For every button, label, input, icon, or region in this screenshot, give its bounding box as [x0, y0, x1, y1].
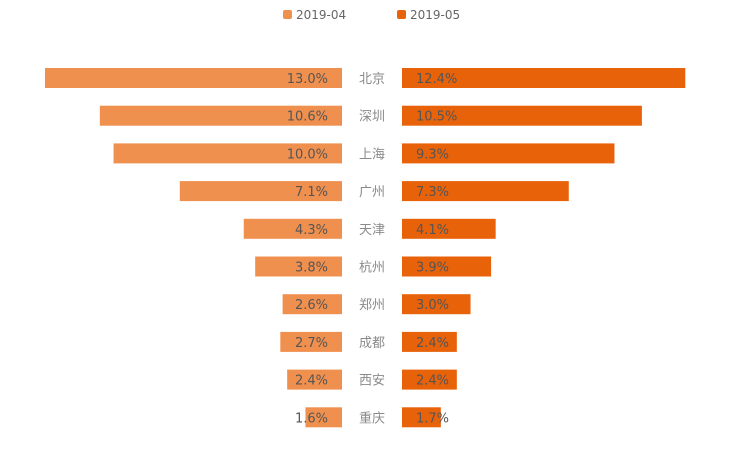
category-label-西安: 西安: [359, 374, 385, 389]
value-label-2019-04-成都: 2.7%: [295, 336, 328, 351]
category-label-上海: 上海: [359, 147, 385, 162]
bar-2019-04-西安: [287, 369, 342, 390]
value-label-2019-04-北京: 13.0%: [287, 72, 328, 87]
category-label-成都: 成都: [359, 336, 385, 351]
series-2019-05-bars: 12.4% 10.5% 9.3% 7.3% 4.1% 3.9% 3.0% 2.4% 2.4% 1.…: [402, 68, 686, 428]
value-label-2019-04-深圳: 10.6%: [287, 110, 328, 125]
value-label-2019-04-上海: 10.0%: [287, 147, 328, 162]
category-label-广州: 广州: [359, 185, 385, 200]
bar-2019-05-天津: [402, 218, 496, 239]
value-label-2019-05-北京: 12.4%: [416, 72, 457, 87]
category-label-郑州: 郑州: [359, 298, 385, 313]
value-label-2019-05-广州: 7.3%: [416, 185, 449, 200]
value-label-2019-05-郑州: 3.0%: [416, 298, 449, 313]
category-label-深圳: 深圳: [359, 110, 385, 125]
value-label-2019-05-天津: 4.1%: [416, 223, 449, 238]
bar-2019-05-成都: [402, 331, 457, 352]
value-label-2019-04-郑州: 2.6%: [295, 298, 328, 313]
value-label-2019-04-西安: 2.4%: [295, 374, 328, 389]
value-label-2019-05-杭州: 3.9%: [416, 261, 449, 276]
value-label-2019-04-广州: 7.1%: [295, 185, 328, 200]
bar-2019-05-广州: [402, 181, 569, 202]
category-label-重庆: 重庆: [359, 410, 385, 426]
bar-2019-05-深圳: [402, 105, 642, 126]
bar-2019-04-深圳: [99, 105, 342, 126]
bar-2019-04-天津: [243, 218, 342, 239]
value-label-2019-05-重庆: 1.7%: [416, 411, 449, 426]
bar-2019-05-北京: [402, 68, 686, 88]
category-label-天津: 天津: [359, 223, 385, 238]
value-label-2019-05-成都: 2.4%: [416, 336, 449, 351]
value-label-2019-04-重庆: 1.6%: [295, 411, 328, 426]
bar-2019-04-上海: [113, 143, 343, 164]
bar-2019-04-郑州: [282, 294, 342, 315]
bar-2019-05-重庆: [402, 407, 441, 428]
category-label-北京: 北京: [359, 72, 385, 87]
bar-2019-04-重庆: [305, 407, 342, 428]
value-label-2019-05-深圳: 10.5%: [416, 110, 457, 125]
bar-2019-05-西安: [402, 369, 457, 390]
bar-2019-04-杭州: [255, 256, 342, 277]
bar-2019-05-杭州: [402, 256, 492, 277]
legend-label-2019-04: 2019-04: [296, 8, 346, 22]
series-2019-04-bars: 13.0% 10.6% 10.0% 7.1% 4.3% 3.8% 2.6% 2.7% 2.4% 1…: [45, 68, 343, 428]
value-label-2019-04-天津: 4.3%: [295, 223, 328, 238]
value-label-2019-05-西安: 2.4%: [416, 374, 449, 389]
value-label-2019-05-上海: 9.3%: [416, 147, 449, 162]
bar-2019-04-广州: [179, 181, 342, 202]
value-label-2019-04-杭州: 3.8%: [295, 261, 328, 276]
legend-swatch-2019-04: [283, 10, 292, 19]
legend-swatch-2019-05: [397, 10, 406, 19]
chart-legend: 2019-04 2019-05: [283, 8, 460, 22]
bar-2019-05-上海: [402, 143, 615, 164]
bar-2019-05-郑州: [402, 294, 471, 315]
bar-2019-04-成都: [280, 331, 342, 352]
bar-2019-04-北京: [45, 68, 342, 88]
legend-label-2019-05: 2019-05: [410, 8, 460, 22]
category-label-杭州: 杭州: [359, 261, 385, 276]
